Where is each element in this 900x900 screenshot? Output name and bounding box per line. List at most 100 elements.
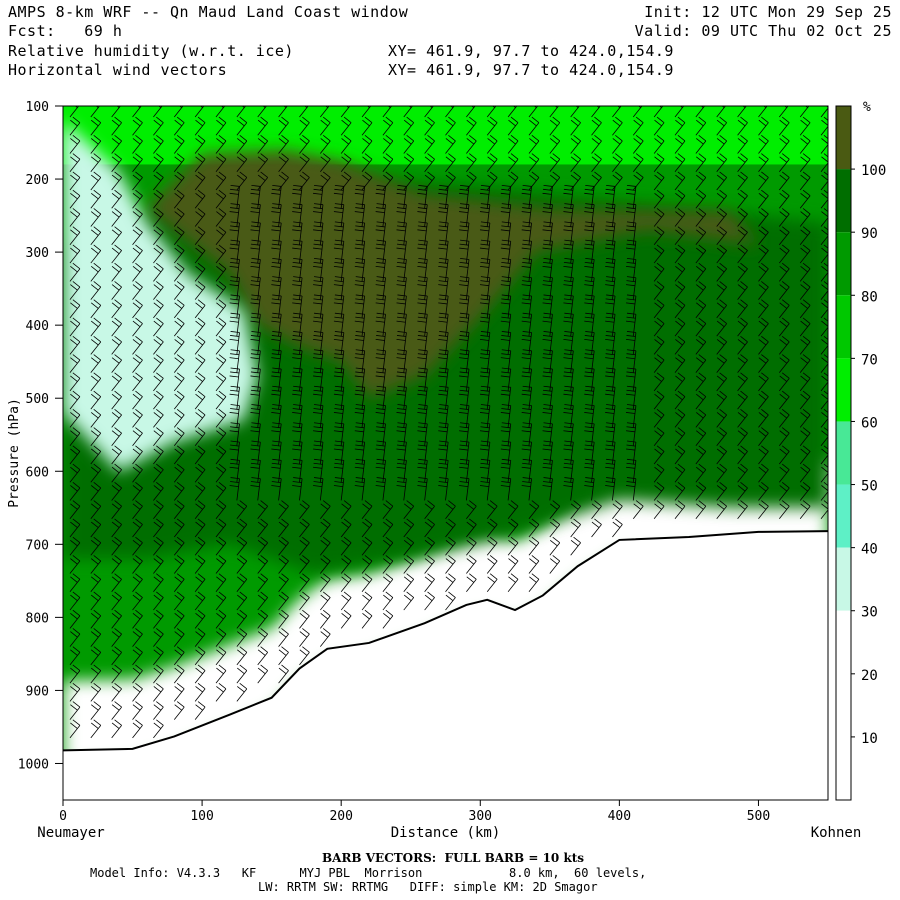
wind-barb <box>278 615 289 629</box>
wind-barb <box>278 524 289 538</box>
wind-barb <box>173 232 185 246</box>
wind-barb-feather <box>656 390 665 397</box>
wind-barb-feather <box>333 448 343 451</box>
wind-barb-feather <box>197 609 206 617</box>
wind-barb-feather <box>333 284 343 287</box>
wind-barb-feather <box>501 408 511 410</box>
wind-barb <box>612 478 616 501</box>
wind-barb-feather <box>313 203 324 206</box>
wind-barb <box>653 213 665 227</box>
wind-barb-feather <box>197 372 206 379</box>
wind-barb <box>424 478 428 501</box>
wind-barb-feather <box>784 106 788 108</box>
wind-barb-feather <box>70 229 78 236</box>
wind-barb-feather <box>459 211 469 214</box>
wind-barb-feather <box>281 591 289 598</box>
wind-barb-feather <box>111 558 120 565</box>
wind-barb-feather <box>612 521 621 528</box>
wind-barb-feather <box>299 521 308 528</box>
wind-barb <box>486 106 497 118</box>
wind-barb-feather <box>132 357 141 364</box>
wind-barb-feather <box>417 188 427 191</box>
wind-barb-feather <box>292 338 302 341</box>
wind-barb-feather <box>403 539 412 547</box>
wind-barb <box>153 432 164 446</box>
wind-barb-feather <box>313 192 323 195</box>
wind-barb-feather <box>132 448 141 455</box>
wind-barb-feather <box>93 609 102 617</box>
wind-barb-feather <box>334 385 344 388</box>
wind-barb-feather <box>570 539 579 547</box>
wind-barb-feather <box>439 349 449 352</box>
wind-barb-feather <box>250 192 260 195</box>
wind-barb-feather <box>239 664 248 671</box>
wind-barb-feather <box>333 393 343 396</box>
wind-barb-feather <box>699 99 706 105</box>
wind-barb <box>820 107 828 118</box>
wind-barb-feather <box>114 390 122 397</box>
wind-barb-feather <box>438 247 448 250</box>
wind-barb-feather <box>376 353 386 356</box>
wind-barb <box>716 505 727 519</box>
wind-barb-feather <box>761 299 769 306</box>
wind-barb-feather <box>823 299 828 304</box>
wind-barb-feather <box>90 631 99 638</box>
wind-barb-feather <box>111 485 120 492</box>
wind-barb-feather <box>292 353 302 356</box>
wind-barb-feather <box>626 276 636 279</box>
wind-barb <box>486 524 498 538</box>
wind-barb-feather <box>93 555 102 562</box>
wind-barb <box>173 706 185 720</box>
wind-barb-feather <box>737 412 746 419</box>
wind-barb-feather <box>584 211 594 214</box>
wind-barb-feather <box>563 280 573 283</box>
wind-barb <box>111 725 122 739</box>
wind-barb-feather <box>313 320 323 323</box>
wind-barb-feather <box>521 265 531 268</box>
wind-barb <box>779 378 790 392</box>
colorbar-segment <box>836 106 851 170</box>
wind-barb-feather <box>114 518 122 525</box>
wind-barb-feather <box>654 174 662 181</box>
wind-barb <box>466 579 477 593</box>
wind-barb-feather <box>302 628 310 635</box>
wind-barb-feather <box>605 335 615 337</box>
wind-barb-feather <box>570 503 579 510</box>
wind-barb-feather <box>605 412 615 414</box>
wind-barb-feather <box>376 312 386 315</box>
wind-barb-feather <box>626 426 636 429</box>
wind-barb <box>716 414 727 428</box>
wind-barb-feather <box>617 106 621 108</box>
wind-barb-feather <box>543 280 553 283</box>
wind-barb-feather <box>299 558 308 565</box>
wind-barb-feather <box>479 229 489 232</box>
wind-barb-feather <box>438 338 448 341</box>
wind-barb-feather <box>299 539 308 547</box>
wind-barb-feather <box>626 440 636 443</box>
wind-barb <box>612 505 623 519</box>
wind-barb-feather <box>195 430 203 437</box>
wind-barb <box>403 579 415 593</box>
wind-barb-feather <box>70 156 78 163</box>
wind-barb <box>320 560 331 574</box>
wind-barb-feather <box>800 393 808 401</box>
wind-barb <box>716 106 726 118</box>
wind-barb <box>132 158 143 172</box>
wind-barb <box>528 505 540 519</box>
wind-barb-feather <box>176 445 185 452</box>
wind-barb <box>632 177 644 191</box>
wind-barb <box>278 560 289 574</box>
wind-barb-feather <box>821 266 828 273</box>
wind-barb-feather <box>72 719 81 726</box>
wind-barb-feather <box>322 135 331 142</box>
wind-barb-feather <box>605 393 615 396</box>
wind-barb-feather <box>489 500 498 507</box>
wind-barb-feather <box>114 171 122 178</box>
wind-barb-feather <box>364 591 373 598</box>
wind-barb-feather <box>675 412 683 419</box>
wind-barb <box>466 560 477 574</box>
wind-barb-feather <box>174 174 182 181</box>
wind-barb <box>507 158 519 172</box>
wind-barb <box>215 195 227 209</box>
wind-barb-feather <box>626 280 636 283</box>
